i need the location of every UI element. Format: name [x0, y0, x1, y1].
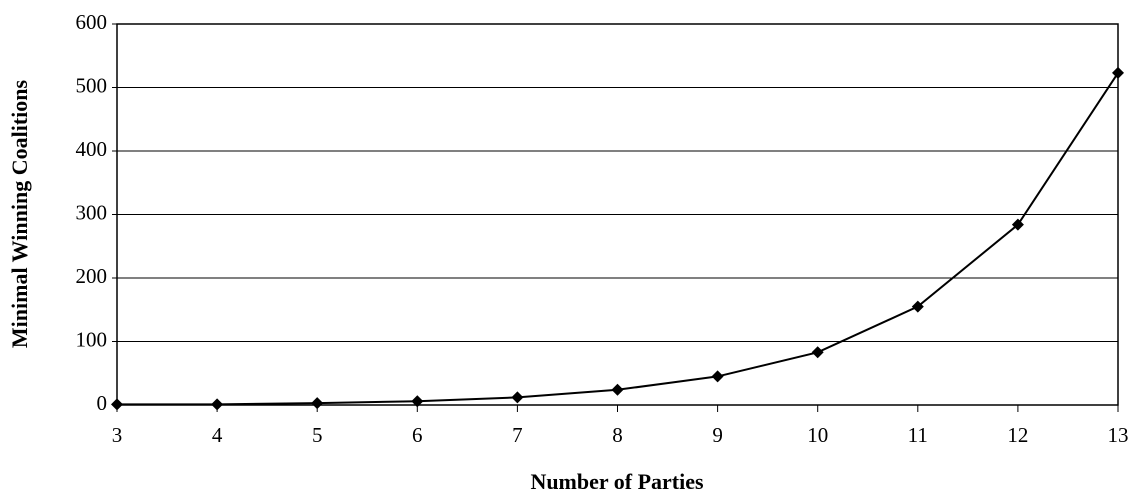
data-point: [811, 346, 824, 359]
x-tick-label: 6: [412, 423, 423, 447]
y-tick-label: 400: [76, 137, 108, 161]
x-tick-label: 10: [807, 423, 828, 447]
series-line: [117, 72, 1119, 406]
x-tick-label: 9: [712, 423, 723, 447]
data-point: [111, 398, 123, 411]
data-point: [311, 397, 324, 410]
data-point: [911, 300, 924, 313]
y-tick-label: 600: [76, 10, 108, 34]
data-point: [511, 391, 524, 404]
y-axis-label: Minimal Winning Coalitions: [7, 79, 32, 348]
x-tick-label: 8: [612, 423, 623, 447]
x-tick-label: 12: [1007, 423, 1028, 447]
y-tick-label: 300: [76, 200, 108, 224]
x-tick-label: 4: [212, 423, 223, 447]
data-point: [611, 383, 624, 396]
y-tick-label: 100: [76, 327, 108, 351]
x-tick-label: 11: [908, 423, 928, 447]
x-tick-label: 3: [112, 423, 123, 447]
x-tick-label: 5: [312, 423, 323, 447]
data-point: [711, 370, 724, 383]
y-tick-label: 200: [76, 264, 108, 288]
data-point: [411, 395, 424, 408]
data-point: [1011, 218, 1024, 231]
x-tick-label: 7: [512, 423, 523, 447]
data-point: [211, 398, 224, 411]
y-tick-label: 500: [76, 73, 108, 97]
data-point: [1112, 66, 1124, 79]
y-tick-label: 0: [97, 391, 108, 415]
x-tick-label: 13: [1108, 423, 1129, 447]
x-axis-label: Number of Parties: [530, 469, 704, 494]
